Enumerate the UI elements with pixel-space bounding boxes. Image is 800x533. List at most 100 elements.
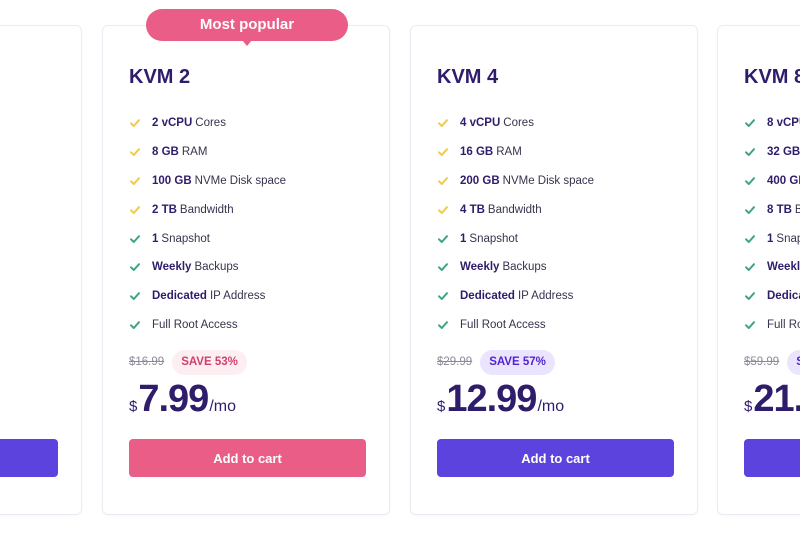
- check-icon: [438, 177, 448, 185]
- check-icon: [130, 119, 140, 128]
- check-icon: [438, 292, 448, 301]
- save-badge: SAVE: [787, 349, 800, 375]
- check-icon: [130, 292, 140, 301]
- add-to-cart-button[interactable]: Add to cart: [129, 439, 366, 477]
- feature-value: 1: [460, 232, 467, 245]
- feature-item: 16 GB RAM: [437, 138, 594, 167]
- feature-item: 2 vCPU Cores: [129, 109, 286, 138]
- plan-title: KVM 8: [744, 66, 800, 88]
- feature-label: Cores: [195, 117, 226, 130]
- check-icon: [130, 205, 140, 214]
- discount-row: $59.99 SAVE: [744, 349, 800, 375]
- check-icon: [438, 321, 448, 329]
- original-price: $59.99: [744, 356, 780, 368]
- check-icon: [438, 263, 448, 272]
- original-price: $16.99: [129, 356, 165, 368]
- plan-card-partial-left: Add to cart: [0, 25, 82, 515]
- plan-title: KVM 2: [129, 66, 191, 88]
- feature-value: 400 GB: [767, 174, 800, 187]
- feature-value: 2 vCPU: [152, 117, 193, 130]
- feature-item: 8 GB RAM: [129, 138, 286, 167]
- discount-row: $16.99 SAVE 53%: [129, 349, 247, 375]
- check-icon: [745, 292, 755, 301]
- feature-list: 2 vCPU Cores 8 GB RAM 100 GB NVMe Disk space 2…: [129, 109, 286, 339]
- price: $ 7.99 /mo: [129, 378, 236, 421]
- feature-label: Bandwidth: [487, 203, 542, 216]
- feature-value: 2 TB: [152, 203, 177, 216]
- feature-value: Dedicated: [767, 290, 800, 303]
- feature-value: 1: [767, 232, 774, 245]
- add-to-cart-button[interactable]: Add to cart: [744, 439, 800, 477]
- discount-row: $29.99 SAVE 57%: [437, 349, 555, 375]
- price-amount: 21.99: [753, 378, 800, 420]
- feature-item: Full Root Access: [129, 311, 286, 340]
- feature-label: Full Root Access: [152, 318, 238, 331]
- check-icon: [130, 177, 140, 185]
- feature-label: RAM: [496, 146, 522, 159]
- feature-label: Snapshot: [161, 232, 211, 245]
- feature-label: Snapshot: [469, 232, 519, 245]
- price: $ 21.99 /mo: [744, 378, 800, 421]
- price-period: /mo: [537, 398, 565, 415]
- most-popular-badge: Most popular: [146, 9, 348, 46]
- feature-list: 4 vCPU Cores 16 GB RAM 200 GB NVMe Disk space…: [437, 109, 594, 339]
- feature-value: 4 TB: [460, 203, 485, 216]
- feature-item: 2 TB Bandwidth: [129, 195, 286, 224]
- feature-value: 100 GB: [152, 174, 192, 187]
- price: $ 12.99 /mo: [437, 378, 564, 421]
- original-price: $29.99: [437, 356, 473, 368]
- feature-label: IP Address: [517, 290, 574, 303]
- feature-label: NVMe Disk space: [502, 174, 595, 187]
- feature-label: NVMe Disk space: [194, 174, 287, 187]
- check-icon: [438, 148, 448, 157]
- price-amount: 12.99: [446, 378, 537, 420]
- feature-item: 100 GB NVMe Disk space: [129, 167, 286, 196]
- feature-label: Backups: [194, 261, 239, 274]
- feature-label: IP Address: [209, 290, 266, 303]
- feature-value: Weekly: [152, 261, 192, 274]
- check-icon: [745, 321, 755, 329]
- feature-value: 8 GB: [152, 146, 179, 159]
- feature-value: Weekly: [460, 261, 500, 274]
- check-icon: [745, 263, 755, 272]
- save-badge: SAVE 57%: [480, 349, 555, 375]
- feature-item: Full Root Access: [744, 311, 800, 340]
- feature-item: 4 vCPU Cores: [437, 109, 594, 138]
- feature-value: 8 vCPU: [767, 117, 800, 130]
- feature-label: Full Root Access: [460, 318, 546, 331]
- check-icon: [438, 119, 448, 128]
- feature-label: Bandwidth: [794, 203, 800, 216]
- add-to-cart-button[interactable]: Add to cart: [0, 439, 58, 477]
- save-badge: SAVE 53%: [172, 349, 247, 375]
- feature-value: 4 vCPU: [460, 117, 501, 130]
- check-icon: [745, 205, 755, 214]
- add-to-cart-button[interactable]: Add to cart: [437, 439, 674, 477]
- feature-value: 200 GB: [460, 174, 500, 187]
- check-icon: [438, 234, 448, 243]
- feature-label: Full Root Access: [767, 318, 800, 331]
- feature-value: Weekly: [767, 261, 800, 274]
- feature-label: Backups: [502, 261, 547, 274]
- feature-label: Cores: [503, 117, 534, 130]
- feature-value: 8 TB: [767, 203, 792, 216]
- check-icon: [438, 205, 448, 214]
- check-icon: [130, 234, 140, 243]
- feature-value: 16 GB: [460, 146, 494, 159]
- feature-item: Full Root Access: [437, 311, 594, 340]
- price-amount: 7.99: [138, 378, 209, 420]
- check-icon: [130, 148, 140, 157]
- plan-card-kvm-4: KVM 4 4 vCPU Cores 16 GB RAM 200 GB NVMe Disk…: [410, 25, 698, 515]
